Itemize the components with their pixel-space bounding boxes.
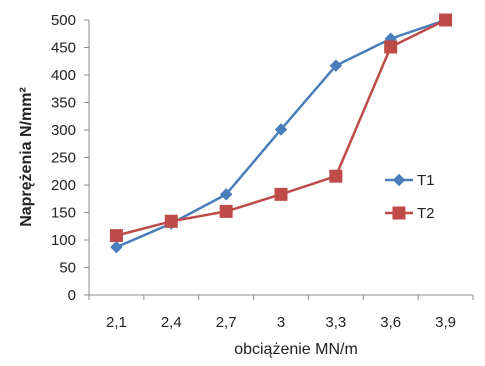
y-tick-label: 350	[51, 95, 76, 112]
legend-item-t1: T1	[385, 172, 435, 189]
y-tick-label: 0	[68, 287, 76, 304]
data-point-t1	[329, 59, 343, 72]
series-layer	[109, 13, 453, 254]
x-tick-label: 2,7	[216, 314, 237, 331]
data-point-t1	[219, 188, 233, 201]
axes	[88, 20, 473, 296]
y-axis-title: Naprężenia N/mm²	[18, 87, 35, 227]
data-point-t2	[109, 229, 123, 243]
y-tick-label: 450	[51, 40, 76, 57]
y-ticks: 0 50 100 150 200 250 300 350 400 450 500	[51, 12, 89, 304]
y-tick-label: 150	[51, 205, 76, 222]
x-tick-label: 3,6	[380, 314, 401, 331]
data-point-t2	[164, 214, 178, 228]
data-point-t1	[274, 123, 288, 136]
data-point-t2	[219, 204, 233, 218]
data-point-t2	[329, 169, 343, 183]
data-point-t1	[110, 240, 123, 254]
legend-item-t2: T2	[385, 205, 435, 222]
x-tick-label: 3	[277, 314, 285, 331]
data-point-t2	[439, 13, 453, 27]
data-point-t2	[274, 187, 288, 201]
x-axis-title: obciążenie MN/m	[234, 341, 358, 358]
y-tick-label: 400	[51, 67, 76, 84]
legend-marker	[392, 173, 406, 187]
legend-marker	[392, 206, 406, 220]
x-tick-label: 2,4	[161, 314, 182, 331]
x-tick-label: 3,3	[325, 314, 346, 331]
legend-label: T2	[417, 205, 435, 222]
series-t2	[109, 13, 453, 243]
legend-label: T1	[417, 172, 435, 189]
data-point-t2	[384, 40, 398, 54]
y-tick-label: 50	[59, 260, 76, 277]
legend: T1 T2	[385, 172, 435, 222]
y-tick-label: 200	[51, 177, 76, 194]
y-tick-label: 100	[51, 232, 76, 249]
y-tick-label: 500	[51, 12, 76, 29]
y-tick-label: 300	[51, 122, 76, 139]
y-tick-label: 250	[51, 150, 76, 167]
x-tick-label: 2,1	[106, 314, 127, 331]
x-tick-label: 3,9	[435, 314, 456, 331]
x-ticks: 2,1 2,4 2,7 3 3,3 3,6 3,9	[88, 295, 474, 331]
